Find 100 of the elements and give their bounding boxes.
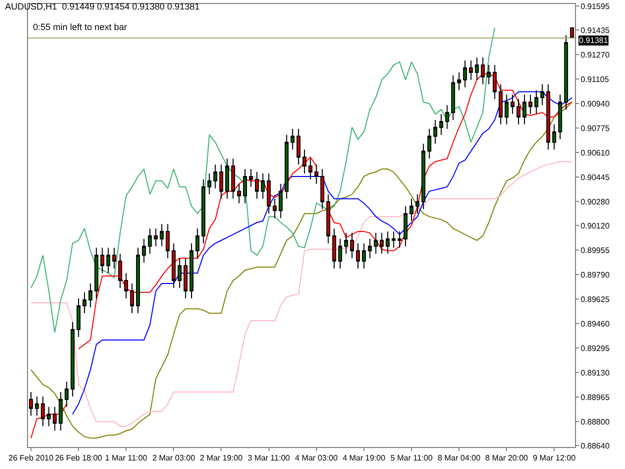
candlestick [433, 119, 438, 144]
candlestick [486, 64, 491, 85]
x-tick-label: 3 Mar 11:00 [248, 454, 290, 463]
candlestick [266, 172, 271, 214]
candlestick [29, 392, 33, 416]
candlestick [404, 206, 408, 247]
candlestick [314, 164, 318, 184]
candlestick [88, 282, 92, 308]
y-tick-label: 0.90445 [580, 172, 610, 182]
candlestick [350, 232, 354, 259]
candlestick [254, 171, 259, 200]
y-tick-label: 0.89460 [580, 319, 610, 328]
candlestick [52, 406, 57, 432]
candlestick [207, 172, 212, 195]
candlestick [552, 124, 556, 150]
x-tick-label: 8 Mar 04:00 [438, 454, 481, 463]
candlestick [172, 242, 176, 288]
candlestick [278, 183, 283, 219]
candlestick [528, 94, 532, 115]
candlestick [540, 84, 544, 106]
candlestick [154, 228, 158, 247]
ref-line-label: 0.91381 [579, 36, 608, 45]
candlestick [243, 168, 247, 204]
candlestick [498, 84, 503, 125]
y-tick-label: 0.91435 [580, 26, 610, 35]
line-series [72, 91, 573, 415]
text: 0:55 min left to next bar [33, 22, 128, 32]
candlestick [94, 247, 98, 299]
y-tick-label: 0.90610 [580, 148, 610, 158]
candlestick [64, 381, 69, 408]
candlestick [46, 406, 51, 427]
candlestick [320, 168, 324, 210]
candlestick [249, 168, 253, 188]
y-tick-label: 0.88800 [580, 418, 610, 427]
y-tick-label: 0.89625 [580, 294, 610, 304]
candlestick [510, 94, 515, 115]
y-tick-label: 0.89790 [580, 270, 610, 280]
candlestick [118, 253, 122, 288]
x-tick-label: 26 Feb 18:00 [54, 454, 103, 463]
candlestick [142, 238, 146, 264]
candlestick [237, 183, 242, 204]
x-tick-label: 4 Mar 03:00 [295, 454, 338, 463]
candlestick [82, 292, 86, 314]
x-tick-label: 4 Mar 19:00 [342, 454, 386, 463]
x-tick-label: 8 Mar 20:00 [485, 454, 529, 463]
candlestick [362, 242, 366, 270]
candlestick [190, 242, 194, 299]
candlestick [184, 258, 188, 299]
candlestick [534, 90, 538, 115]
candlestick [338, 238, 342, 270]
line-series [30, 161, 573, 427]
candlestick [546, 84, 550, 150]
candlestick [308, 158, 312, 180]
y-tick-label: 0.90280 [580, 198, 610, 207]
x-tick-label: 26 Feb 2010 [8, 454, 54, 463]
y-tick-label: 0.89955 [580, 246, 610, 255]
candlestick [516, 98, 520, 125]
candlestick [344, 232, 348, 254]
candlestick [558, 94, 562, 140]
candlestick [272, 198, 277, 219]
candlestick [522, 94, 526, 125]
candlestick [356, 242, 360, 270]
candlestick [480, 57, 485, 85]
candlestick [231, 158, 236, 200]
candlestick [445, 104, 450, 130]
candlestick [398, 230, 402, 248]
candlestick [40, 396, 45, 427]
candlestick [368, 238, 372, 259]
candlestick [178, 258, 182, 288]
candlestick [474, 57, 479, 80]
chart-title: AUDUSD,H1 0.91449 0.91454 0.91380 0.91381 [5, 2, 200, 12]
candlestick [326, 194, 330, 244]
candlestick [124, 272, 128, 299]
y-tick-label: 0.88965 [580, 393, 610, 402]
candlestick [392, 230, 396, 248]
y-tick-label: 0.90940 [580, 99, 610, 108]
candlestick [58, 392, 63, 432]
x-tick-label: 9 Mar 12:00 [532, 454, 576, 463]
candlestick [100, 247, 104, 274]
candlestick [106, 247, 110, 274]
y-tick-label: 0.89130 [580, 368, 610, 378]
candlestick [380, 232, 384, 254]
candlestick [332, 228, 336, 270]
y-tick-label: 0.90775 [580, 124, 610, 133]
candlestick [290, 128, 295, 150]
candlestick [421, 143, 426, 210]
y-tick-label: 0.91105 [580, 74, 610, 84]
candlestick [427, 128, 432, 160]
candlestick [492, 64, 497, 100]
y-tick-label: 0.88640 [580, 441, 610, 450]
candlestick [76, 298, 80, 338]
candlestick [439, 114, 444, 136]
candlestick [564, 34, 568, 110]
candlestick [463, 60, 467, 88]
x-tick-label: 1 Mar 11:00 [105, 454, 148, 463]
x-tick-label: 2 Mar 03:00 [152, 454, 196, 463]
candlestick [296, 128, 300, 166]
candlestick [451, 74, 456, 120]
y-tick-label: 0.89295 [580, 344, 610, 353]
candlestick [201, 178, 206, 244]
